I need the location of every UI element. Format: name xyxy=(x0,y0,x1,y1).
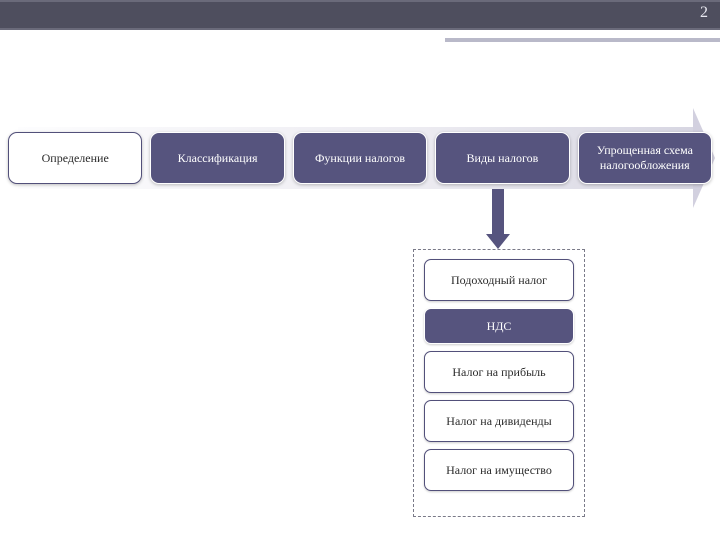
main-box-label: Определение xyxy=(42,151,109,166)
main-box-types: Виды налогов xyxy=(435,132,569,184)
sub-box-profit-tax: Налог на прибыль xyxy=(424,351,574,393)
connector-arrow-head xyxy=(486,234,510,249)
sub-box-vat: НДС xyxy=(424,308,574,344)
sub-box-property-tax: Налог на имущество xyxy=(424,449,574,491)
page-number: 2 xyxy=(700,4,708,22)
main-row: Определение Классификация Функции налого… xyxy=(8,132,712,184)
main-box-definition: Определение xyxy=(8,132,142,184)
main-box-label: Классификация xyxy=(178,151,258,166)
sub-box-label: Налог на прибыль xyxy=(452,365,545,379)
sub-box-dividend-tax: Налог на дивиденды xyxy=(424,400,574,442)
top-bar xyxy=(0,0,720,30)
accent-line xyxy=(445,38,720,42)
main-box-simplified-scheme: Упрощенная схема налогообложения xyxy=(578,132,712,184)
main-box-label: Упрощенная схема налогообложения xyxy=(583,143,707,173)
main-box-label: Функции налогов xyxy=(315,151,405,166)
sub-box-label: Налог на имущество xyxy=(446,463,552,477)
main-box-functions: Функции налогов xyxy=(293,132,427,184)
sub-box-income-tax: Подоходный налог xyxy=(424,259,574,301)
main-box-label: Виды налогов xyxy=(467,151,539,166)
sub-box-label: Подоходный налог xyxy=(451,273,547,287)
sub-box-label: НДС xyxy=(487,319,512,333)
connector-arrow-shaft xyxy=(492,189,504,235)
main-box-classification: Классификация xyxy=(150,132,284,184)
sub-box-label: Налог на дивиденды xyxy=(446,414,551,428)
sub-items-container: Подоходный налог НДС Налог на прибыль На… xyxy=(413,249,585,517)
